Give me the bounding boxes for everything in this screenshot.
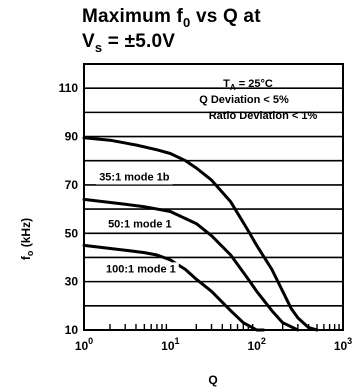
title-line-2-suffix: = ±5.0V bbox=[102, 31, 176, 52]
x-axis-label: Q bbox=[208, 373, 217, 387]
series-line-1 bbox=[82, 136, 319, 332]
y-tick-label: 10 bbox=[65, 323, 79, 337]
series-label-1: 35:1 mode 1b bbox=[99, 171, 170, 183]
chart-title-line-2: Vs = ±5.0V bbox=[82, 31, 175, 55]
annotation-temperature: TA = 25°C bbox=[223, 78, 273, 92]
series-label-bg-2 bbox=[105, 217, 175, 232]
series-line-3 bbox=[82, 243, 265, 332]
y-tick-label: 70 bbox=[65, 178, 79, 192]
grid-lines bbox=[84, 87, 343, 330]
annotation-q-deviation: Q Deviation < 5% bbox=[199, 94, 289, 106]
title-line-2-subscript: s bbox=[94, 39, 103, 55]
y-axis-label-unit: (kHz) bbox=[19, 218, 33, 251]
x-tick-exponent: 0 bbox=[88, 336, 93, 346]
x-tick-base: 10 bbox=[75, 339, 89, 353]
x-tick-label: 102 bbox=[247, 336, 265, 353]
y-tick-label: 50 bbox=[65, 226, 79, 240]
series-label-3: 100:1 mode 1 bbox=[106, 263, 176, 275]
y-axis-label-main: f bbox=[19, 255, 33, 260]
plot-frame bbox=[83, 63, 344, 331]
annotation-temp-suffix: = 25°C bbox=[236, 78, 273, 90]
series-label-bg-1 bbox=[96, 170, 173, 185]
x-tick-exponent: 3 bbox=[347, 336, 352, 346]
y-axis-label: fo (kHz) bbox=[19, 218, 35, 260]
series-line-2 bbox=[82, 197, 300, 332]
title-line-1-prefix: Maximum f bbox=[82, 6, 184, 27]
x-tick-exponent: 1 bbox=[175, 336, 180, 346]
x-tick-label: 101 bbox=[161, 336, 179, 353]
title-line-1-suffix: vs Q at bbox=[190, 6, 261, 27]
annotation-temp-subscript: A bbox=[230, 83, 236, 92]
chart-title-line-1: Maximum f0 vs Q at bbox=[82, 6, 261, 30]
y-axis-label-subscript: o bbox=[25, 250, 35, 256]
annotation-ratio-deviation: Ratio Deviation < 1% bbox=[209, 110, 318, 122]
y-tick-label: 30 bbox=[65, 275, 79, 289]
series-group: 35:1 mode 1b 50:1 mode 1 100:1 mode 1 bbox=[82, 136, 319, 332]
x-tick-base: 10 bbox=[247, 339, 261, 353]
series-label-bg-3 bbox=[103, 262, 179, 277]
title-line-1-subscript: 0 bbox=[183, 14, 191, 30]
annotation-temp-prefix: T bbox=[223, 78, 230, 90]
title-line-2-prefix: V bbox=[82, 31, 95, 52]
series-label-2: 50:1 mode 1 bbox=[108, 219, 172, 231]
x-tick-base: 10 bbox=[334, 339, 348, 353]
x-tick-label: 100 bbox=[75, 336, 93, 353]
y-tick-label: 110 bbox=[59, 81, 79, 95]
x-tick-label: 103 bbox=[334, 336, 352, 353]
y-tick-label: 90 bbox=[65, 130, 79, 144]
x-tick-base: 10 bbox=[161, 339, 175, 353]
x-tick-exponent: 2 bbox=[261, 336, 266, 346]
